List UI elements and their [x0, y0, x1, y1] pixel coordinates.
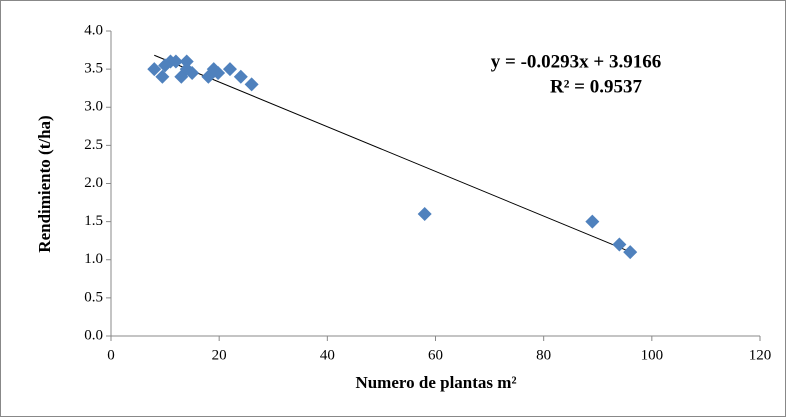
y-tick-label: 3.0	[84, 99, 103, 115]
trend-equation: y = -0.0293x + 3.9166	[491, 51, 661, 72]
y-tick-label: 2.0	[84, 175, 103, 191]
point	[623, 245, 638, 260]
x-tick-label: 40	[320, 347, 335, 363]
point	[233, 69, 248, 84]
y-tick-label: 1.5	[84, 213, 103, 229]
x-tick-label: 0	[107, 347, 115, 363]
point	[585, 214, 600, 229]
point	[147, 62, 162, 77]
point	[168, 54, 183, 69]
y-tick-label: 0.5	[84, 289, 103, 305]
point	[211, 65, 226, 80]
point	[185, 65, 200, 80]
y-tick-label: 0.0	[84, 327, 103, 343]
y-tick-label: 3.5	[84, 61, 103, 77]
y-tick-label: 2.5	[84, 137, 103, 153]
y-tick-label: 4.0	[84, 22, 103, 38]
x-tick-label: 20	[212, 347, 227, 363]
x-tick-label: 80	[536, 347, 551, 363]
point	[155, 69, 170, 84]
trendline	[154, 54, 631, 253]
y-axis-label: Rendimiento (t/ha)	[35, 115, 54, 252]
x-tick-label: 100	[641, 347, 664, 363]
x-axis-label: Numero de plantas m²	[355, 373, 516, 392]
y-tick-label: 1.0	[84, 251, 103, 267]
x-tick-label: 120	[749, 347, 772, 363]
point	[244, 77, 259, 92]
point	[179, 54, 194, 69]
point	[612, 237, 627, 252]
point	[417, 207, 432, 221]
x-tick-label: 60	[428, 347, 443, 363]
trend-r-squared: R² = 0.9537	[550, 76, 642, 97]
point	[222, 62, 237, 77]
